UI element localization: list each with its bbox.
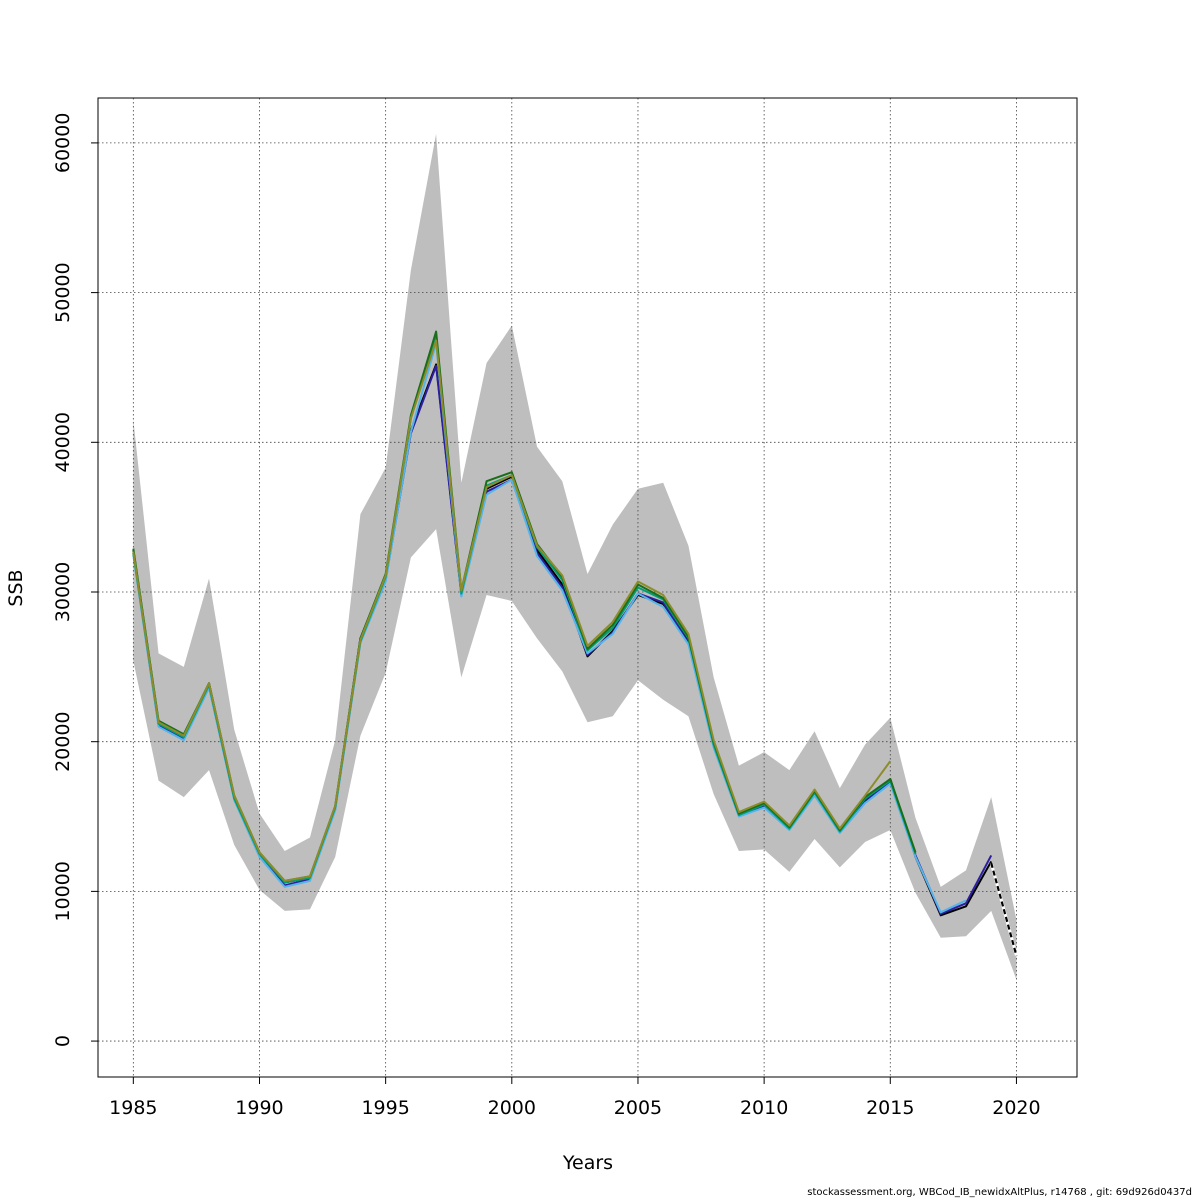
series-line-6 (132, 339, 892, 882)
y-tick-label: 10000 (52, 861, 74, 921)
footer-credit: stockassessment.org, WBCod_IB_newidxAltP… (807, 1187, 1192, 1198)
series-line-1 (990, 862, 1018, 957)
x-axis-title: Years (562, 1152, 613, 1174)
y-tick-label: 0 (52, 1035, 74, 1047)
confidence-band-layer (133, 133, 1017, 980)
x-tick-label: 2015 (866, 1097, 914, 1119)
grid-layer (98, 98, 1077, 1077)
y-tick-label: 30000 (52, 562, 74, 622)
axis-layer: 1985 1990 1995 2000 2005 2010 2015 2020 0 10000 20… (52, 113, 1041, 1119)
x-tick-label: 1990 (235, 1097, 283, 1119)
series-line-3 (132, 342, 967, 914)
x-tick-label: 2020 (992, 1097, 1040, 1119)
y-tick-label: 40000 (52, 412, 74, 472)
x-tick-label: 1985 (109, 1097, 157, 1119)
y-tick-label: 20000 (52, 711, 74, 771)
confidence-band (133, 133, 1017, 980)
y-axis-title: SSB (5, 569, 27, 606)
y-tick-label: 50000 (52, 262, 74, 322)
x-tick-label: 1995 (361, 1097, 409, 1119)
x-tick-label: 2005 (614, 1097, 662, 1119)
x-tick-label: 2000 (488, 1097, 536, 1119)
plot-frame (97, 97, 1078, 1078)
series-layer (132, 330, 1018, 957)
x-tick-label: 2010 (740, 1097, 788, 1119)
y-tick-label: 60000 (52, 113, 74, 173)
